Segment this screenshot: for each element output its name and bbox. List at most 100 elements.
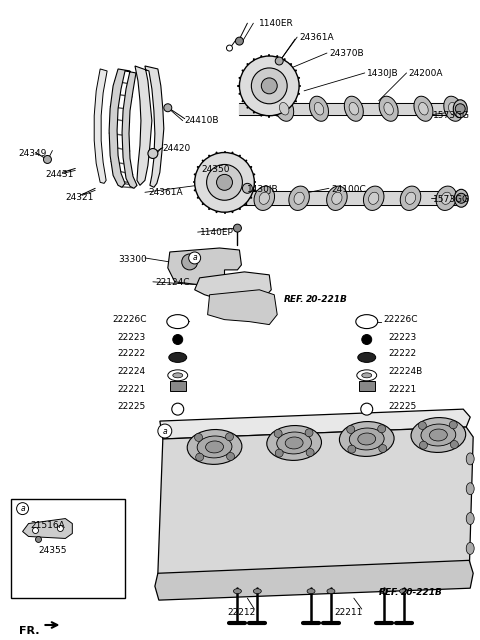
Circle shape [275,57,283,65]
Text: 24321: 24321 [65,193,94,202]
Polygon shape [158,427,473,586]
Text: 24370B: 24370B [329,49,363,58]
Text: 22225: 22225 [117,402,145,411]
Ellipse shape [357,370,377,381]
Ellipse shape [349,102,359,115]
Ellipse shape [466,513,474,525]
Circle shape [206,164,242,200]
Text: 24355: 24355 [38,547,67,556]
Text: 22212: 22212 [228,608,256,617]
Ellipse shape [441,192,452,204]
Text: 33300: 33300 [118,255,147,264]
Ellipse shape [279,102,289,115]
Polygon shape [195,272,271,298]
Circle shape [242,183,252,193]
Polygon shape [160,409,470,439]
Circle shape [348,445,356,453]
Polygon shape [109,69,137,188]
Ellipse shape [419,102,428,115]
Ellipse shape [421,424,456,446]
FancyBboxPatch shape [11,499,125,598]
Ellipse shape [307,589,315,594]
Circle shape [456,193,466,204]
Circle shape [227,452,235,460]
Circle shape [274,429,282,438]
Circle shape [362,335,372,344]
Ellipse shape [448,102,458,115]
Circle shape [17,502,28,515]
Ellipse shape [267,426,322,460]
Circle shape [195,152,254,212]
Ellipse shape [275,96,294,121]
Circle shape [455,104,465,114]
Text: REF.: REF. [284,295,305,304]
Text: 22226C: 22226C [384,315,418,324]
Ellipse shape [332,192,342,204]
Polygon shape [168,248,241,285]
Circle shape [148,148,158,159]
Circle shape [33,527,38,534]
Ellipse shape [430,429,447,441]
Text: 22222: 22222 [117,349,145,358]
Circle shape [378,425,385,433]
Text: 22224: 22224 [117,367,145,376]
Ellipse shape [369,192,379,204]
Text: 1140ER: 1140ER [259,19,294,28]
Ellipse shape [379,96,398,121]
Text: 22225: 22225 [389,402,417,411]
Ellipse shape [344,96,363,121]
Circle shape [449,421,457,429]
Ellipse shape [168,370,188,381]
Text: 22211: 22211 [334,608,362,617]
Ellipse shape [259,192,269,204]
Ellipse shape [285,437,303,449]
Text: 21516A: 21516A [31,520,65,529]
Text: 24200A: 24200A [408,69,443,78]
Ellipse shape [444,96,463,121]
Ellipse shape [314,102,324,115]
Ellipse shape [436,186,456,211]
Ellipse shape [289,186,310,211]
Circle shape [419,422,426,429]
Circle shape [240,56,299,116]
Circle shape [252,68,287,104]
Circle shape [227,45,232,51]
Circle shape [216,174,232,190]
Ellipse shape [384,102,394,115]
Text: a: a [163,426,167,436]
Ellipse shape [363,186,384,211]
Text: a: a [20,504,25,513]
Text: 22221: 22221 [389,385,417,394]
Text: 24100C: 24100C [331,186,366,195]
Ellipse shape [349,428,384,450]
Ellipse shape [310,96,328,121]
Ellipse shape [414,96,433,121]
Ellipse shape [399,589,408,594]
Circle shape [236,37,243,45]
Ellipse shape [169,353,187,362]
Text: 22224B: 22224B [389,367,423,376]
Text: 24349: 24349 [19,148,47,157]
Circle shape [361,403,372,415]
Ellipse shape [167,315,189,328]
Ellipse shape [358,353,376,362]
Circle shape [306,449,314,456]
Ellipse shape [233,589,241,594]
Ellipse shape [362,373,372,378]
Text: 1573GG: 1573GG [433,195,470,204]
Text: 24350: 24350 [202,165,230,175]
Ellipse shape [294,192,304,204]
Text: 1140EP: 1140EP [200,228,233,237]
Ellipse shape [466,453,474,465]
Circle shape [450,440,458,449]
Circle shape [420,441,427,449]
Ellipse shape [466,483,474,495]
Text: 22221: 22221 [117,385,145,394]
Ellipse shape [327,589,335,594]
Circle shape [164,104,172,112]
Text: 20-221B: 20-221B [401,588,443,597]
Text: 24410B: 24410B [185,116,219,125]
Circle shape [226,433,233,441]
Text: 24361A: 24361A [299,33,334,42]
Ellipse shape [358,433,376,445]
